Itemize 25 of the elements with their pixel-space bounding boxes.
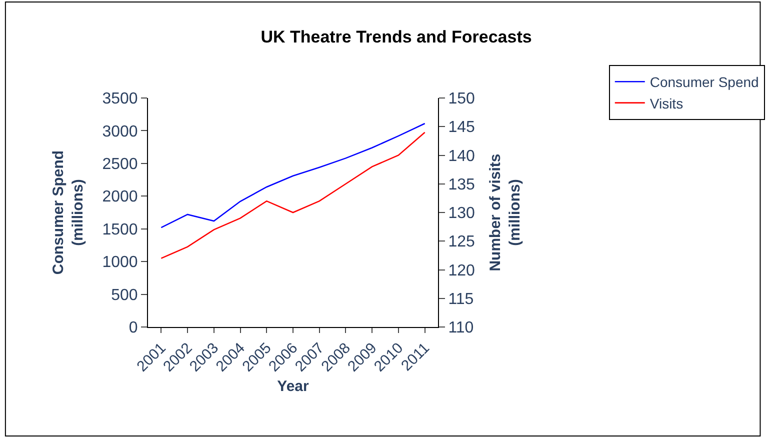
y2-tick-label: 120: [448, 262, 475, 280]
legend-label: Consumer Spend: [650, 74, 759, 90]
y-tick-label: 2000: [102, 188, 138, 206]
y-tick-label: 3500: [102, 90, 138, 108]
legend-label: Visits: [650, 95, 684, 112]
chart-title: UK Theatre Trends and Forecasts: [260, 28, 532, 47]
y2-tick-label: 130: [448, 205, 475, 222]
y-axis-title: Consumer Spend (millions): [50, 150, 86, 275]
y-tick-label: 500: [111, 286, 138, 304]
y-tick-label: 1500: [102, 221, 138, 238]
y2-tick-label: 115: [448, 290, 474, 308]
y2-tick-label: 110: [448, 320, 474, 337]
y2-tick-label: 135: [448, 176, 475, 194]
line-series: [160, 122, 426, 228]
y-tick-label: 2500: [102, 156, 138, 174]
y-tick-label: 1000: [102, 254, 138, 272]
line-series: [160, 132, 426, 259]
y2-tick-label: 150: [448, 90, 475, 108]
y-tick-label: 0: [128, 320, 138, 337]
y2-tick-label: 145: [448, 119, 475, 136]
y-tick-label: 3000: [102, 123, 138, 140]
y2-axis-title: Number of visits (millions): [486, 154, 524, 272]
x-axis-title: Year: [277, 378, 310, 396]
y2-tick-label: 125: [448, 234, 475, 251]
y2-tick-label: 140: [448, 148, 475, 165]
